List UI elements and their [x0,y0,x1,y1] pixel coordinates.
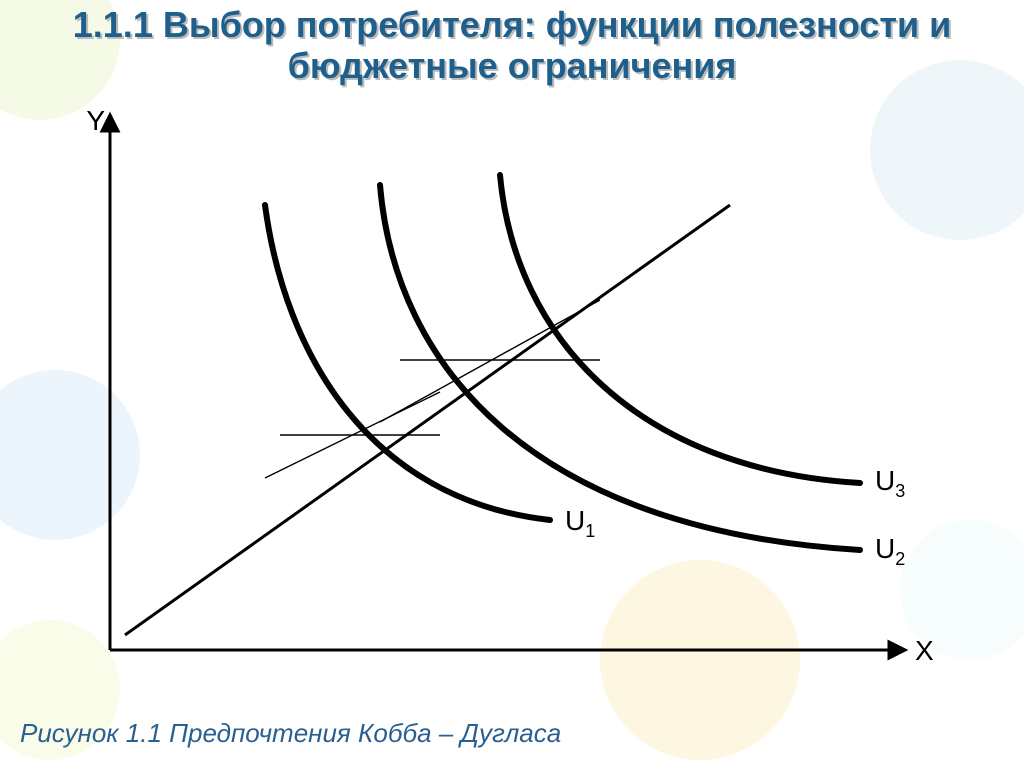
income-expansion-path [125,205,730,635]
slide-title: 1.1.1 Выбор потребителя: функции полезно… [0,0,1024,87]
indifference-curve-U3 [500,175,860,483]
curve-label-U1: U1 [565,505,595,541]
tangent-line-2 [380,300,600,422]
curve-label-U2: U2 [875,533,905,569]
indifference-curve-chart: X Y U1 U2 U3 [70,110,940,670]
figure-caption: Рисунок 1.1 Предпочтения Кобба – Дугласа [20,718,561,749]
chart-container: X Y U1 U2 U3 [70,110,940,670]
curve-label-U3: U3 [875,465,905,501]
y-axis-label: Y [86,110,105,136]
x-axis-label: X [915,635,934,666]
